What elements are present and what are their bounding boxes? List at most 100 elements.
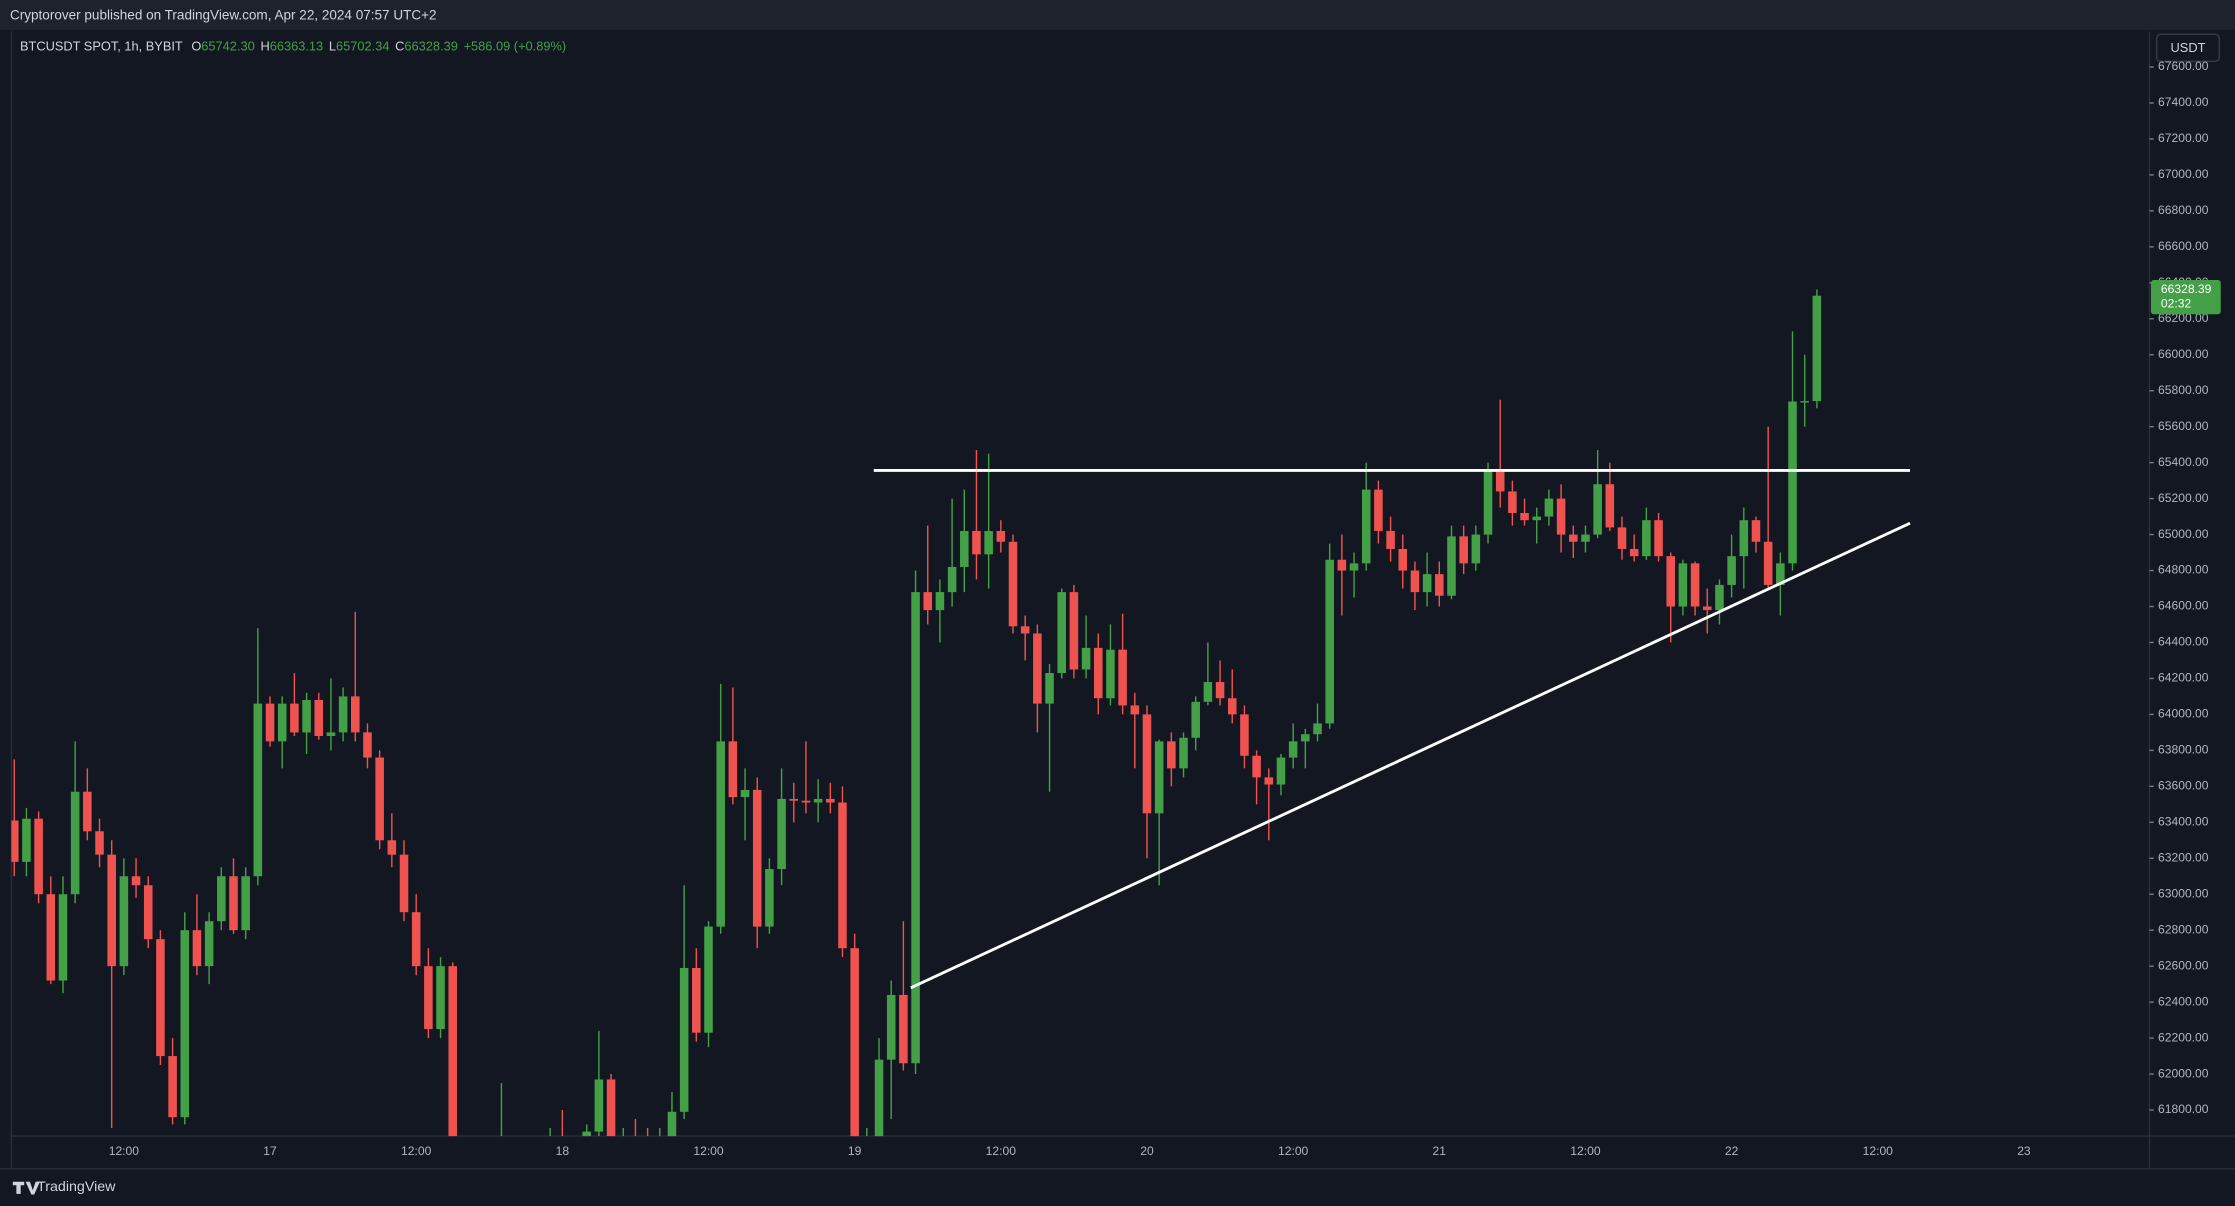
candle-body bbox=[1495, 469, 1505, 492]
candle-body bbox=[229, 876, 238, 931]
x-tick-label: 12:00 bbox=[693, 1144, 724, 1158]
candle-body bbox=[1642, 520, 1651, 557]
candle-body bbox=[801, 800, 811, 803]
x-tick-label: 21 bbox=[1433, 1144, 1447, 1158]
candle-body bbox=[351, 696, 360, 733]
candle-body bbox=[1544, 498, 1554, 517]
candle-body bbox=[1325, 559, 1334, 724]
candle-body bbox=[923, 592, 933, 611]
y-tick-label: 61800.00 bbox=[2158, 1102, 2209, 1116]
currency-button[interactable] bbox=[2155, 33, 2221, 63]
candle-body bbox=[704, 926, 713, 1033]
candle-body bbox=[83, 791, 92, 832]
candle-body bbox=[1179, 737, 1188, 769]
y-tick-label: 64400.00 bbox=[2158, 635, 2209, 649]
candle-body bbox=[960, 530, 969, 567]
candle-body bbox=[11, 820, 19, 862]
candle-body bbox=[302, 700, 311, 733]
y-tick-label: 65400.00 bbox=[2158, 455, 2209, 469]
candle-body bbox=[314, 700, 324, 736]
candle-body bbox=[886, 994, 896, 1060]
candle-body bbox=[1093, 647, 1103, 699]
y-tick-label: 67200.00 bbox=[2158, 131, 2209, 145]
y-tick-label: 62800.00 bbox=[2158, 922, 2209, 936]
change: +586.09 (+0.89%) bbox=[464, 38, 567, 53]
candle-body bbox=[58, 894, 68, 981]
candle-body bbox=[1678, 563, 1688, 607]
candle-body bbox=[70, 791, 80, 895]
y-tick-label: 63800.00 bbox=[2158, 743, 2209, 757]
candle-body bbox=[436, 966, 445, 1030]
candle-body bbox=[752, 789, 762, 927]
candle-body bbox=[1130, 705, 1140, 715]
ohlc-value: 65742.30 bbox=[201, 38, 254, 53]
candle-body bbox=[935, 592, 945, 611]
candle-body bbox=[119, 876, 129, 967]
candle-body bbox=[1666, 556, 1675, 607]
candle-body bbox=[850, 948, 859, 1137]
y-tick-label: 64800.00 bbox=[2158, 563, 2209, 577]
ohlc-value: 66328.39 bbox=[404, 38, 457, 53]
x-tick-label: 18 bbox=[556, 1144, 570, 1158]
y-tick-label: 67000.00 bbox=[2158, 167, 2209, 181]
candle-body bbox=[1191, 701, 1200, 738]
candle-body bbox=[1142, 714, 1152, 814]
x-tick-label: 12:00 bbox=[109, 1144, 140, 1158]
legend: BTCUSDT SPOT, 1h, BYBIT O 65742.30 H 66363.… bbox=[20, 38, 566, 53]
candle-body bbox=[204, 921, 214, 967]
candle-body bbox=[1008, 541, 1018, 627]
candle-body bbox=[777, 798, 786, 870]
y-tick-label: 62200.00 bbox=[2158, 1030, 2209, 1044]
candle-body bbox=[1020, 626, 1030, 634]
candle-body bbox=[399, 854, 409, 913]
candle-body bbox=[1435, 574, 1444, 596]
y-tick-label: 64200.00 bbox=[2158, 671, 2209, 685]
candle-body bbox=[1118, 649, 1127, 706]
candle-body bbox=[1045, 673, 1054, 704]
y-tick-label: 63600.00 bbox=[2158, 779, 2209, 793]
candle-body bbox=[679, 967, 689, 1112]
candle-body bbox=[1240, 714, 1249, 756]
x-tick-label: 23 bbox=[2017, 1144, 2031, 1158]
y-tick-label: 66600.00 bbox=[2158, 239, 2209, 253]
candle-body bbox=[813, 798, 823, 803]
price-tag bbox=[2150, 280, 2221, 315]
y-tick-label: 64600.00 bbox=[2158, 599, 2209, 613]
candle-body bbox=[1447, 536, 1456, 596]
y-tick-label: 66200.00 bbox=[2158, 311, 2209, 325]
candle-body bbox=[874, 1059, 884, 1137]
candle-body bbox=[1167, 741, 1176, 769]
candle-body bbox=[241, 876, 250, 931]
candle-body bbox=[265, 703, 275, 742]
symbol: BTCUSDT SPOT, 1h, BYBIT bbox=[20, 38, 183, 53]
ohlc-label: L bbox=[329, 38, 336, 53]
candle-body bbox=[107, 854, 116, 967]
ohlc-value: 66363.13 bbox=[270, 38, 323, 53]
candle-body bbox=[899, 994, 908, 1064]
y-tick-label: 63000.00 bbox=[2158, 886, 2209, 900]
y-tick-label: 65200.00 bbox=[2158, 491, 2209, 505]
candle-body bbox=[338, 696, 348, 733]
candle-body bbox=[192, 930, 202, 967]
candle-body bbox=[972, 530, 981, 555]
candle-body bbox=[387, 840, 397, 855]
candle-body bbox=[667, 1111, 677, 1137]
price-tag-countdown: 02:32 bbox=[2161, 296, 2192, 310]
candle-body bbox=[326, 732, 336, 736]
candle-body bbox=[1215, 682, 1225, 699]
candle-body bbox=[1483, 469, 1493, 535]
candle-body bbox=[253, 703, 263, 877]
ohlc-value: 65702.34 bbox=[336, 38, 389, 53]
y-tick-label: 63400.00 bbox=[2158, 814, 2209, 828]
y-tick-label: 67600.00 bbox=[2158, 59, 2209, 73]
x-tick-label: 12:00 bbox=[1570, 1144, 1601, 1158]
candle-body bbox=[131, 876, 141, 886]
candle-body bbox=[363, 732, 372, 758]
currency[interactable]: USDT bbox=[2171, 40, 2206, 55]
y-tick-label: 65800.00 bbox=[2158, 383, 2209, 397]
y-tick-label: 62600.00 bbox=[2158, 958, 2209, 972]
x-tick-label: 12:00 bbox=[986, 1144, 1017, 1158]
y-tick-label: 67400.00 bbox=[2158, 95, 2209, 109]
candle-body bbox=[1629, 548, 1639, 557]
